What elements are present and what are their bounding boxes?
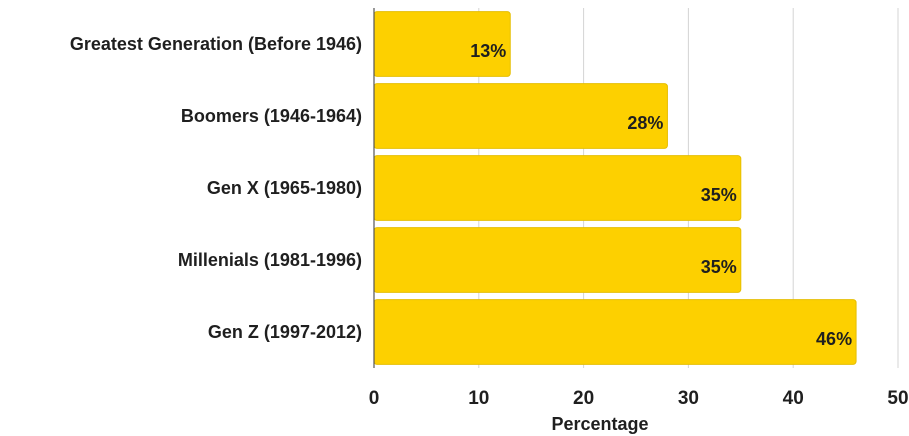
x-tick-label: 40: [783, 388, 804, 409]
x-tick-label: 20: [573, 388, 594, 409]
x-tick-label: 10: [468, 388, 489, 409]
bar: [373, 299, 857, 365]
x-tick-label: 50: [887, 388, 908, 409]
x-tick-label: 30: [678, 388, 699, 409]
data-label: 46%: [816, 329, 852, 349]
bars: [373, 11, 857, 365]
bar: [373, 227, 742, 293]
bar: [373, 83, 668, 149]
x-axis-title: Percentage: [551, 414, 648, 434]
data-label: 35%: [701, 185, 737, 205]
data-label: 28%: [627, 113, 663, 133]
data-label: 35%: [701, 257, 737, 277]
category-label: Gen Z (1997-2012): [208, 322, 362, 342]
bar: [373, 155, 742, 221]
x-tick-label: 0: [369, 388, 380, 409]
labels: 0 10 20 30 40 50 Greatest Generation (Before 1…: [70, 34, 909, 409]
data-label: 13%: [470, 41, 506, 61]
category-label: Millenials (1981-1996): [178, 250, 362, 270]
category-label: Boomers (1946-1964): [181, 106, 362, 126]
category-label: Gen X (1965-1980): [207, 178, 362, 198]
category-label: Greatest Generation (Before 1946): [70, 34, 362, 54]
